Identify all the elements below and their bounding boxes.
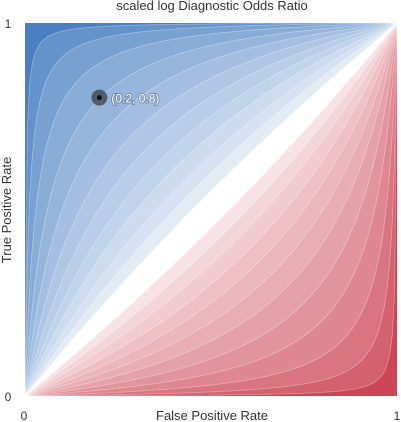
- contour-line-10: [24, 22, 398, 397]
- marked-point-group[interactable]: (0.2, 0.8): [91, 89, 160, 107]
- contour-line-9: [24, 22, 398, 397]
- contour-band-negative-10: [25, 23, 397, 396]
- contour-line-18: [24, 22, 398, 397]
- contour-line-16: [24, 22, 398, 397]
- diagonal-line: [24, 22, 398, 397]
- contour-bands: [25, 23, 397, 396]
- contour-line-3: [24, 22, 398, 397]
- contour-band-positive-7: [25, 23, 397, 396]
- contour-line-13: [24, 22, 398, 397]
- contour-line-14: [24, 22, 398, 397]
- contour-line-22: [24, 22, 398, 397]
- contour-line-5: [24, 22, 398, 397]
- contour-lines: [24, 22, 398, 397]
- marked-point[interactable]: [96, 95, 102, 101]
- contour-line-15: [24, 22, 398, 397]
- contour-line-8: [24, 22, 398, 397]
- contour-line-2: [24, 22, 398, 397]
- chart-title: scaled log Diagnostic Odds Ratio: [116, 0, 308, 13]
- contour-line-19: [24, 22, 398, 397]
- contour-line-21: [24, 22, 398, 397]
- contour-line-11: [24, 22, 398, 397]
- y-tick-0: 0: [5, 390, 12, 404]
- y-tick-1: 1: [5, 17, 12, 31]
- contour-line-12: [24, 22, 398, 397]
- x-tick-0: 0: [21, 409, 28, 422]
- x-axis-label: False Positive Rate: [156, 408, 268, 422]
- contour-line-1: [24, 22, 398, 397]
- plot-area: [24, 22, 398, 397]
- contour-line-17: [24, 22, 398, 397]
- contour-line-23: [24, 22, 398, 397]
- contour-line-24: [24, 22, 398, 397]
- y-axis-label: True Positive Rate: [0, 157, 14, 263]
- contour-line-20: [24, 22, 398, 397]
- contour-line-7: [24, 22, 398, 397]
- x-tick-1: 1: [394, 409, 401, 422]
- contour-band-negative-7: [25, 23, 397, 396]
- contour-line-6: [24, 22, 398, 397]
- contour-band-positive-10: [25, 23, 397, 396]
- contour-line-4: [24, 22, 398, 397]
- marked-point-label: (0.2, 0.8): [111, 92, 159, 106]
